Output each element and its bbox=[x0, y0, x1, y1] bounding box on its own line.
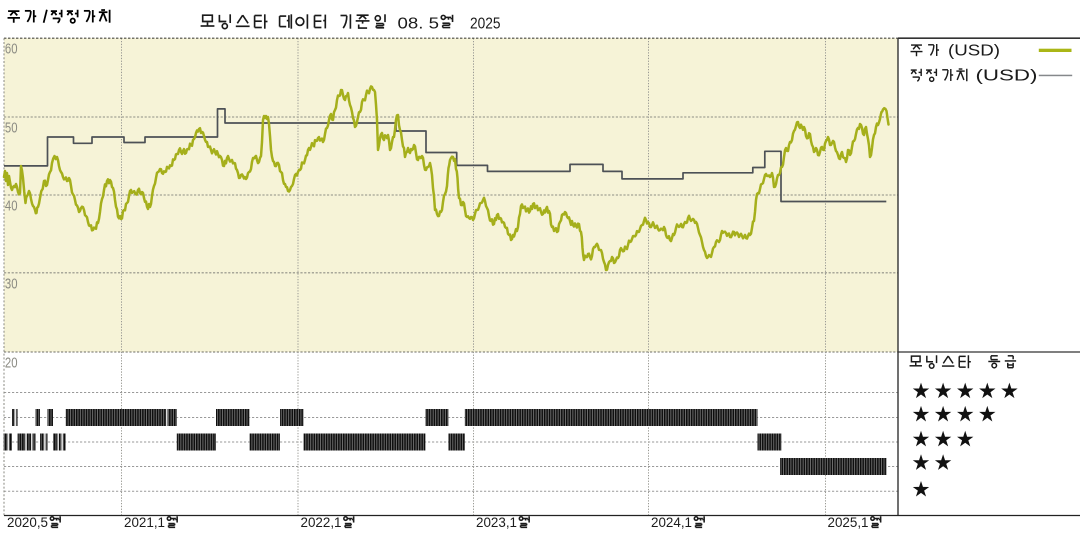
svg-text:30: 30 bbox=[5, 276, 18, 292]
svg-text:60: 60 bbox=[5, 42, 18, 58]
svg-text:2020,5: 2020,5 bbox=[7, 515, 48, 530]
svg-text:(USD): (USD) bbox=[948, 43, 1000, 60]
svg-text:40: 40 bbox=[5, 199, 18, 215]
svg-text:(USD): (USD) bbox=[976, 68, 1038, 85]
svg-text:08. 5: 08. 5 bbox=[398, 16, 440, 33]
svg-text:2025: 2025 bbox=[470, 16, 501, 33]
svg-text:50: 50 bbox=[5, 121, 18, 137]
svg-text:2023,1: 2023,1 bbox=[476, 515, 517, 530]
svg-text:20: 20 bbox=[5, 356, 18, 372]
svg-text:2025,1: 2025,1 bbox=[828, 515, 869, 530]
svg-text:2021,1: 2021,1 bbox=[124, 515, 165, 530]
svg-text:2024,1: 2024,1 bbox=[651, 515, 692, 530]
svg-text:2022,1: 2022,1 bbox=[301, 515, 342, 530]
